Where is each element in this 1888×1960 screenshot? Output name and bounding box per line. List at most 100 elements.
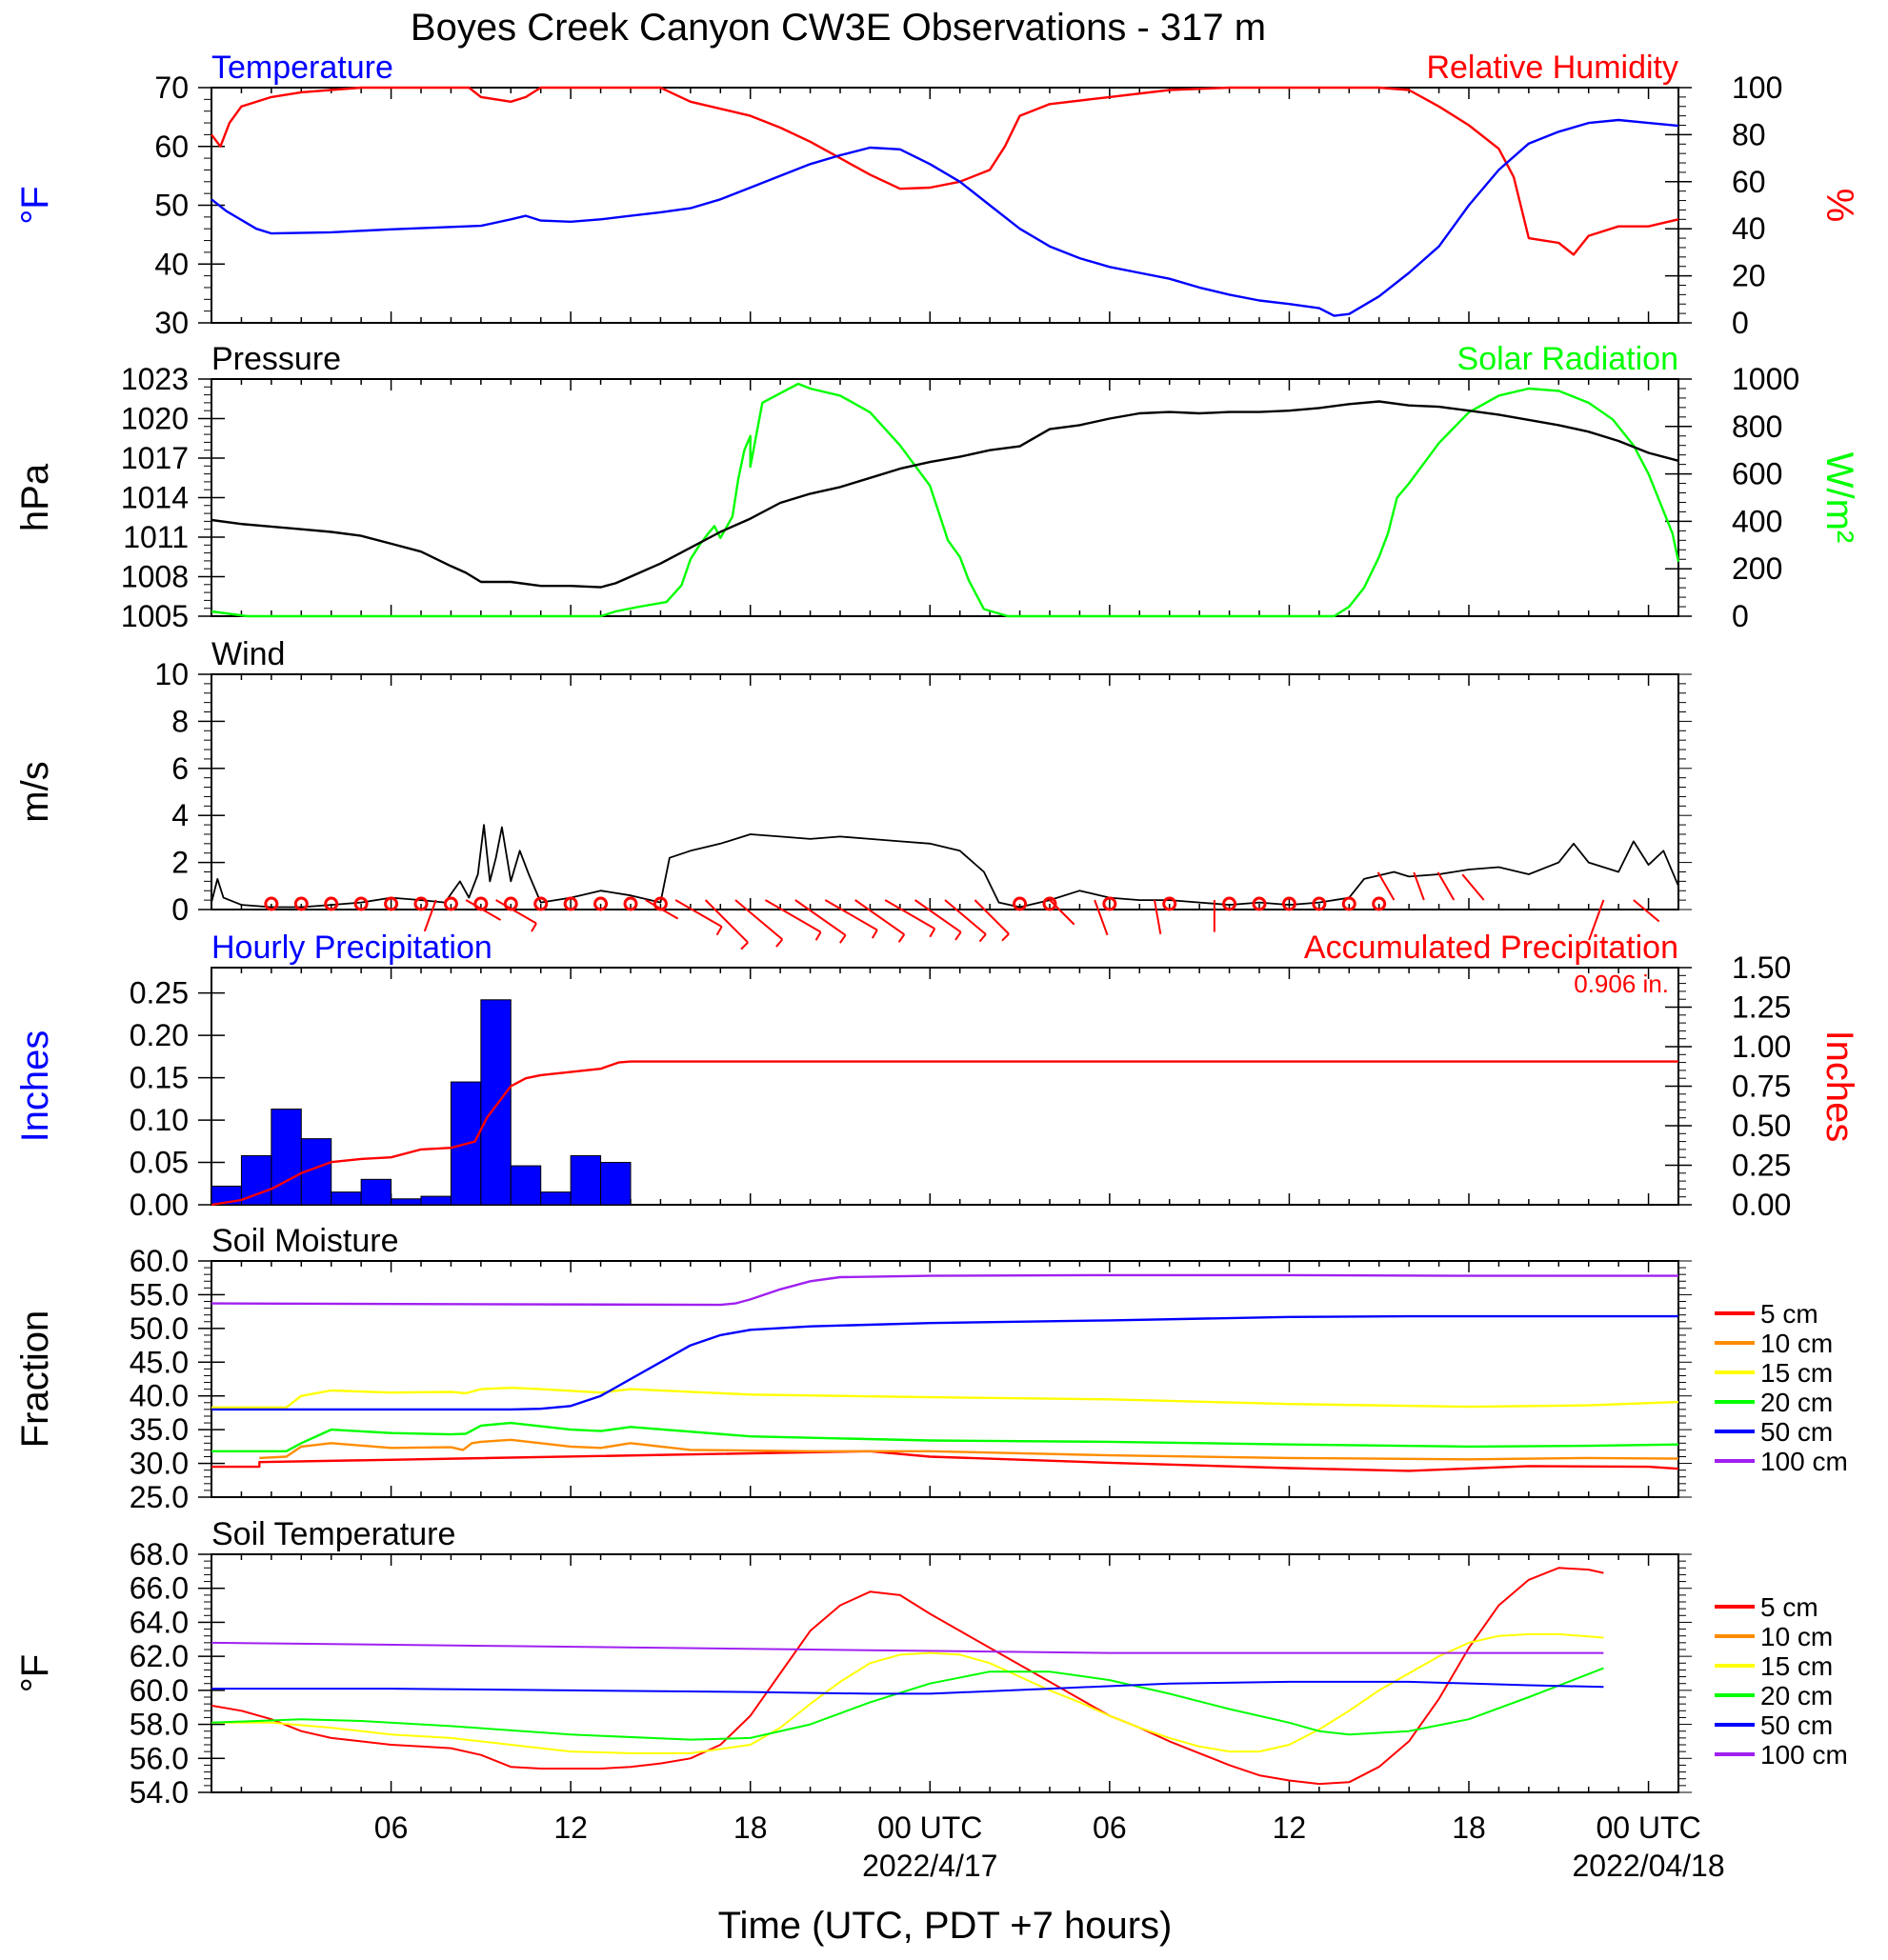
x-tick-date: 2022/4/17 <box>862 1849 997 1883</box>
wind-barb <box>1376 871 1396 901</box>
wind-ytick-label: 0 <box>171 892 189 927</box>
wind-barb <box>674 899 723 928</box>
wind-barb-flag <box>715 926 723 936</box>
x-axis-label: Time (UTC, PDT +7 hours) <box>718 1905 1173 1947</box>
soilt-ytick-label: 62.0 <box>130 1639 189 1673</box>
precip-bar <box>420 1195 452 1206</box>
wind-barb <box>824 899 878 931</box>
wind-y-unit: m/s <box>14 761 56 822</box>
soil-moisture-line <box>211 1387 1679 1409</box>
press-ytick-label: 1011 <box>123 520 189 554</box>
x-tick-label: 18 <box>733 1810 768 1845</box>
wind-barb <box>974 899 1010 935</box>
soilt-legend-label: 10 cm <box>1760 1622 1833 1651</box>
wind-barb <box>854 899 905 935</box>
soilm-legend-label: 20 cm <box>1760 1388 1833 1417</box>
wind-calm-marker <box>533 896 549 911</box>
press-ytick-label: 1008 <box>121 560 189 594</box>
pressure-series-line <box>211 400 1679 589</box>
x-axis: 06 12 18 00 UTC 2022/4/17 06 12 18 00 UTC 2022/04… <box>374 1810 1725 1883</box>
wind-barb-flag <box>740 941 749 950</box>
precip-bar <box>480 999 512 1206</box>
temp-ytick-label: 70 <box>154 70 189 105</box>
soilm-legend-label: 100 cm <box>1760 1447 1848 1476</box>
wind-ytick-label: 2 <box>171 846 189 880</box>
precip-total-label: 0.906 in. <box>1574 970 1669 998</box>
wind-barb-flag <box>814 931 822 941</box>
wind-barb <box>944 899 987 935</box>
wind-barb <box>764 899 822 933</box>
wind-barb <box>1154 899 1162 935</box>
precip-bar <box>271 1109 302 1206</box>
wind-ytick-label: 4 <box>171 798 189 832</box>
wind-barb-flag <box>531 923 537 932</box>
temp-ytick-label: 60 <box>154 130 189 164</box>
soilm-left-title: Soil Moisture <box>211 1223 399 1259</box>
soilt-legend-label: 15 cm <box>1760 1651 1833 1681</box>
wind-barb <box>1094 899 1109 936</box>
precip-bar <box>600 1162 632 1206</box>
wind-barb <box>1461 873 1485 901</box>
soil-temperature-line <box>211 1667 1604 1741</box>
wind-barb <box>794 899 847 936</box>
soil-moisture-line <box>211 1273 1678 1307</box>
pressure-panel: 1005 1008 1011 1014 1017 1020 1023 0 200 400 600 80… <box>14 341 1860 633</box>
press-y2tick-label: 400 <box>1732 504 1782 538</box>
wind-calm-marker <box>593 896 609 911</box>
wind-calm-marker <box>1341 896 1356 911</box>
soil-moisture-line <box>211 1450 1679 1472</box>
soilt-frame <box>211 1553 1679 1793</box>
temp-frame <box>211 87 1679 324</box>
wind-ytick-label: 10 <box>154 657 189 691</box>
precipitation-panel: 0.00 0.05 0.10 0.15 0.20 0.25 0.00 0.25 0.50 0.75… <box>14 930 1860 1222</box>
temp-y2-unit: % <box>1818 189 1860 223</box>
soil-temperature-line <box>211 1567 1604 1786</box>
wind-calm-marker <box>324 896 339 911</box>
wind-calm-marker <box>1281 896 1296 911</box>
wind-calm-marker <box>443 896 458 911</box>
soilt-legend-label: 20 cm <box>1760 1681 1833 1710</box>
wind-frame <box>211 673 1679 910</box>
temp-y2tick-label: 0 <box>1732 306 1749 340</box>
wind-calm-marker <box>384 896 399 911</box>
soilm-ytick-label: 35.0 <box>130 1412 189 1447</box>
soilt-legend-label: 50 cm <box>1760 1710 1833 1740</box>
soilm-legend-label: 10 cm <box>1760 1329 1833 1358</box>
soil-temperature-panel: 54.056.058.060.062.064.066.068.0 Soil Tem… <box>14 1516 1848 1810</box>
soilm-ytick-label: 60.0 <box>130 1244 189 1278</box>
temp-y2tick-label: 20 <box>1732 259 1766 293</box>
press-y-unit: hPa <box>14 463 56 531</box>
precip-y2tick-label: 0.50 <box>1732 1109 1791 1143</box>
soilt-ytick-label: 56.0 <box>130 1741 189 1775</box>
wind-barb-flag <box>839 934 847 944</box>
soilm-ytick-label: 40.0 <box>130 1379 189 1413</box>
temp-y2tick-label: 100 <box>1732 70 1782 105</box>
soil-temperature-line <box>211 1680 1604 1695</box>
press-left-title: Pressure <box>211 341 341 377</box>
precip-ytick-label: 0.25 <box>130 976 189 1010</box>
soilt-ytick-label: 64.0 <box>130 1605 189 1639</box>
wind-calm-marker <box>1162 896 1177 911</box>
wind-calm-marker <box>1312 896 1327 911</box>
wind-barb-flag <box>775 938 784 948</box>
press-frame <box>211 378 1679 617</box>
wind-barb-flag <box>1001 932 1010 942</box>
temp-y2tick-label: 60 <box>1732 165 1766 199</box>
precip-ytick-label: 0.05 <box>130 1146 189 1180</box>
x-tick-label: 00 UTC <box>1596 1810 1700 1845</box>
soil-moisture-line <box>211 1421 1679 1452</box>
wind-barb <box>423 899 437 932</box>
soilm-ytick-label: 30.0 <box>130 1447 189 1481</box>
precip-y2tick-label: 1.25 <box>1732 990 1791 1025</box>
temp-left-title: Temperature <box>211 50 393 86</box>
soilm-legend-label: 50 cm <box>1760 1417 1833 1447</box>
soilt-ytick-label: 54.0 <box>130 1775 189 1810</box>
soilm-ytick-label: 25.0 <box>130 1480 189 1514</box>
temp-ytick-label: 40 <box>154 247 189 281</box>
press-y2tick-label: 1000 <box>1732 362 1799 396</box>
precip-bar <box>300 1138 332 1206</box>
press-ytick-label: 1023 <box>121 362 189 396</box>
wind-calm-marker <box>1222 896 1237 911</box>
accum-precip-line <box>211 1060 1678 1207</box>
wind-barb-flag <box>871 930 878 939</box>
